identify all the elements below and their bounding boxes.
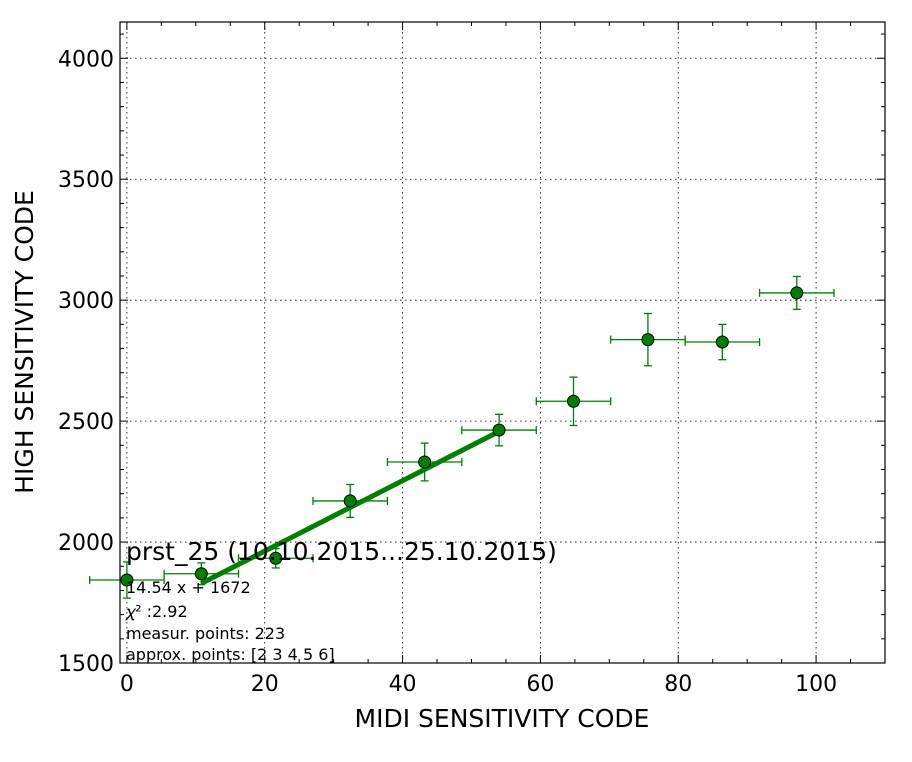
x-tick-label: 80: [664, 672, 692, 697]
x-tick-label: 0: [120, 672, 134, 697]
data-point: [269, 551, 283, 565]
chart-title: prst_25 (10.10.2015...25.10.2015): [126, 537, 557, 566]
grid-layer: [120, 22, 885, 664]
annotation-line: 14.54 x + 1672: [126, 578, 251, 597]
data-point: [120, 573, 134, 587]
data-layer: [89, 275, 835, 599]
annotation-line: 𝜒² :2.92: [125, 602, 188, 621]
data-point: [194, 567, 208, 581]
ticks-layer: 0 20 40 60 80 100 1500 2000 2500 3000 3500 4000: [58, 22, 886, 697]
y-tick-label: 1500: [58, 652, 114, 677]
y-axis-label: HIGH SENSITIVITY CODE: [10, 190, 39, 494]
x-tick-label: 60: [526, 672, 554, 697]
x-tick-label: 40: [389, 672, 417, 697]
y-tick-label: 2000: [58, 531, 114, 556]
data-point: [343, 494, 357, 508]
x-tick-label: 100: [795, 672, 837, 697]
annotation-line: measur. points: 223: [126, 624, 285, 643]
plot-frame: [119, 21, 886, 664]
fit-line: [200, 429, 501, 586]
data-point: [790, 286, 804, 300]
y-tick-label: 4000: [58, 47, 114, 72]
data-point: [492, 423, 506, 437]
y-tick-label: 3500: [58, 168, 114, 193]
annotation-line: approx. points: [2 3 4 5 6]: [126, 645, 335, 664]
data-point: [715, 335, 729, 349]
data-point: [641, 333, 655, 347]
data-point: [566, 394, 580, 408]
x-axis-label: MIDI SENSITIVITY CODE: [355, 704, 650, 733]
y-tick-label: 3000: [58, 289, 114, 314]
x-tick-label: 20: [251, 672, 279, 697]
data-point: [418, 455, 432, 469]
annotations: 14.54 x + 1672 𝜒² :2.92 measur. points: 22…: [125, 578, 335, 664]
y-tick-label: 2500: [58, 410, 114, 435]
